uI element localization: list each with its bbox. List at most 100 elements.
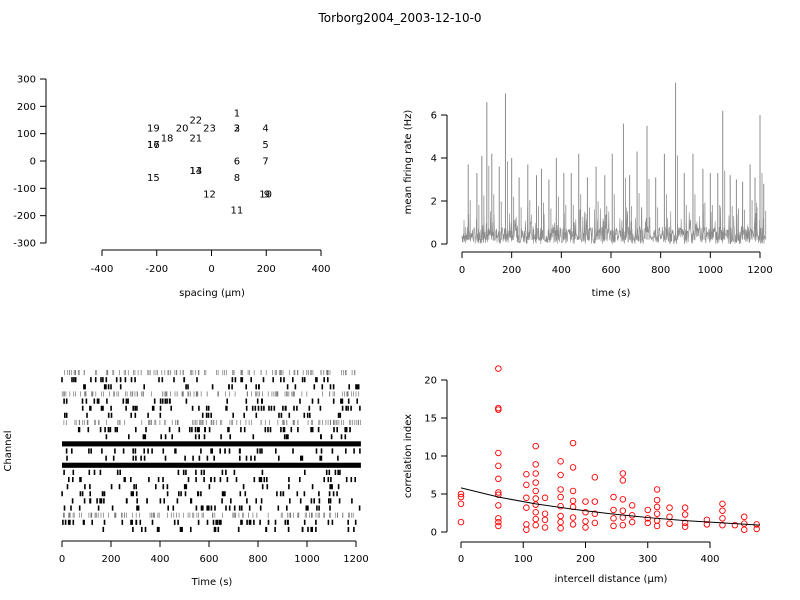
raster-channel-row [71,498,353,504]
spike-raster-panel: 0 200 400 600 800 1000 1200 Time (s) Channel [3,370,369,588]
correlation-point [653,496,661,504]
correlation-point [495,491,502,499]
y-tick-label: 300 [17,75,36,86]
electrode-label: 22 [189,116,202,127]
correlation-point [557,458,564,465]
correlation-point [703,516,711,524]
correlation-point [569,497,577,505]
electrode-label: 13 [189,166,202,177]
raster-spikes [81,405,361,411]
correlation-point [495,449,502,457]
y-tick-label: 0 [30,157,36,168]
correlation-point [591,510,599,518]
y-tick-label: 0 [431,528,437,539]
raster-spikes [63,469,341,475]
correlation-point [591,498,599,505]
x-axis-title: Time (s) [191,577,233,588]
raster-spikes [63,505,361,511]
correlation-point [557,486,564,493]
correlation-point [681,504,689,511]
correlation-point [523,521,530,528]
correlation-point [541,524,549,531]
x-tick-label: 0 [208,264,214,275]
correlation-point [619,477,627,484]
electrode-label: 23 [203,124,216,135]
correlation-point [457,493,465,501]
correlation-point [532,479,539,486]
correlation-point [569,514,577,521]
x-tick-label: 600 [601,265,620,276]
y-tick-label: 2 [431,197,437,208]
x-tick-label: 200 [502,265,521,276]
correlation-point [532,470,539,477]
raster-channel-row [63,469,341,475]
raster-channel-row [62,441,361,447]
correlation-point [557,471,564,479]
electrode-label: 15 [147,173,160,184]
y-tick-label: 5 [431,490,437,501]
correlation-point [681,523,689,530]
raster-spikes [63,398,358,404]
raster-channel-row [77,427,351,433]
raster-spikes [66,455,339,461]
correlation-point [719,521,726,529]
correlation-point [557,518,564,526]
correlation-point [591,519,599,527]
x-tick-label: 400 [311,264,330,275]
correlation-point [610,506,617,514]
correlation-point [523,470,530,478]
raster-channel-row [61,377,329,383]
x-tick-label: 1200 [343,554,368,565]
raster-channel-row [63,505,361,511]
y-tick-label: -100 [13,184,36,195]
correlation-point [523,481,530,489]
electrode-label: 16 [147,140,160,151]
y-tick-label: 200 [17,102,36,113]
correlation-point [495,489,502,496]
x-tick-label: -200 [145,264,168,275]
raster-channel-row [105,434,347,440]
correlation-point [681,511,689,518]
x-tick-label: 400 [150,554,169,565]
electrode-label: 5 [262,140,268,151]
correlation-point [495,365,502,372]
electrode-label: 8 [234,173,240,184]
correlation-panel: 0 100 200 300 400 0 5 10 15 20 intercell distance … [403,365,760,585]
electrode-label: 20 [176,124,189,135]
electrode-label: 1 [234,109,240,120]
electrode-label: 10 [259,189,272,200]
electrode-label: 2 [234,124,240,135]
electrode-label: 4 [262,124,268,135]
correlation-point [628,502,636,509]
electrode-label: 19 [147,124,160,135]
electrode-label: 14 [189,166,202,177]
x-axis-title: spacing (µm) [179,288,245,299]
x-tick-label: 1000 [698,265,723,276]
raster-channel-row [102,526,355,532]
correlation-point [495,475,502,483]
correlation-point [532,521,539,529]
raster-channel-row [64,370,356,376]
correlation-point [591,474,599,481]
raster-spikes [63,512,354,518]
raster-channel-row [64,412,342,418]
raster-spikes [63,419,361,425]
raster-dense-band [62,441,361,447]
correlation-point [610,515,617,522]
x-axis-title: intercell distance (µm) [555,574,668,585]
raster-channel-row [81,405,361,411]
raster-spikes [66,484,340,490]
correlation-point [610,522,617,530]
correlation-point [740,513,748,521]
correlation-point [653,522,661,530]
y-axis-title: correlation index [403,414,414,498]
raster-spikes [83,384,360,390]
raster-spikes [61,377,329,383]
correlation-point [495,515,502,522]
x-tick-label: 100 [514,554,533,565]
correlation-point [582,518,589,525]
y-tick-label: -300 [13,239,36,250]
y-axis-title: Channel [3,430,14,471]
x-tick-label: 200 [257,264,276,275]
correlation-point [557,493,564,501]
